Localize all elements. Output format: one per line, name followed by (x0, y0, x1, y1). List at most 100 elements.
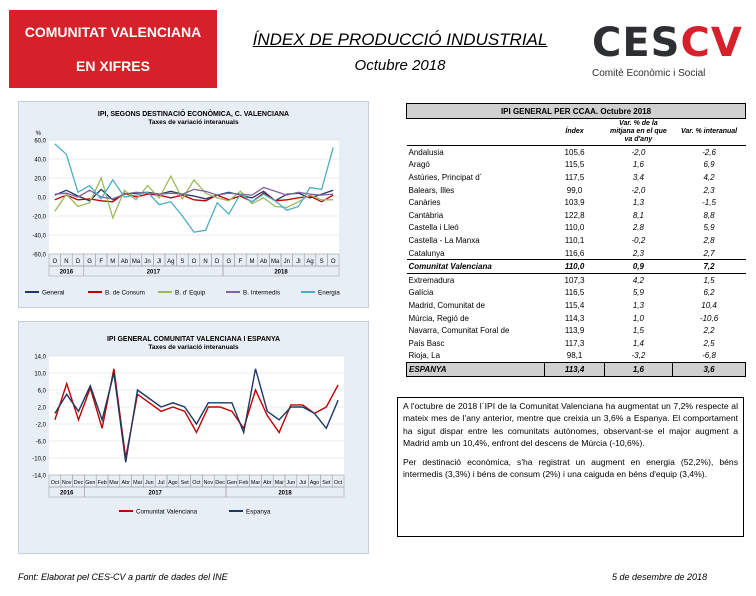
yoy-cell: 7,2 (672, 259, 746, 274)
yoy-cell: 3,6 (672, 362, 746, 377)
table-row: Canàries 103,9 1,3 -1,5 (407, 196, 746, 209)
table-header-ytd: Var. % de la mitjana en el que va d'any (604, 118, 673, 146)
index-cell: 114,3 (564, 313, 585, 323)
table-row: País Basc 117,3 1,4 2,5 (407, 337, 746, 350)
chart-2-title: IPI GENERAL COMUNITAT VALENCIANA I ESPAN… (106, 336, 281, 343)
chart-2-subtitle: Taxes de variació interanuals (148, 344, 239, 351)
x-tick-label: N (203, 259, 207, 265)
table-row: ESPANYA 113,4 1,6 3,6 (405, 362, 746, 377)
y-tick-label: 60,0 (34, 139, 46, 145)
year-label: 2018 (278, 491, 292, 497)
y-tick-label: 10,0 (34, 372, 46, 378)
x-tick-label: G (226, 259, 231, 265)
region-cell: Múrcia, Regió de (408, 313, 469, 323)
table-header-row: Índex Var. % de la mitjana en el que va … (406, 118, 746, 146)
y-tick-label: -6,0 (36, 440, 47, 446)
x-tick-label: Ago (168, 480, 178, 486)
x-tick-label: Feb (97, 480, 106, 486)
year-label: 2018 (274, 270, 288, 276)
index-cell: 98,1 (566, 351, 583, 361)
logo-text: CESCV (592, 20, 743, 66)
ytd-cell: 3,4 (632, 172, 644, 182)
region-cell: Comunitat Valenciana (406, 259, 545, 274)
x-tick-label: Dec (74, 480, 84, 486)
badge-line-2: EN XIFRES (76, 58, 150, 74)
ytd-cell: 4,2 (632, 275, 644, 285)
yoy-cell: -1,5 (702, 198, 716, 208)
table-row: Balears, Illes 99,0 -2,0 2,3 (407, 184, 746, 197)
y-tick-label: -20,0 (32, 215, 46, 221)
x-tick-label: Jun (287, 480, 296, 486)
yoy-cell: 6,2 (703, 288, 715, 298)
x-tick-label: Ago (310, 480, 320, 486)
plot-area (49, 356, 344, 475)
table-row: Cantàbria 122,8 8,1 8,8 (407, 209, 746, 222)
index-cell: 110,0 (544, 259, 605, 274)
yoy-cell: 8,8 (703, 210, 715, 220)
table-row: Extremadura 107,3 4,2 1,5 (407, 273, 746, 286)
y-tick-label: 14,0 (34, 355, 46, 361)
logo-main: CES (592, 20, 681, 66)
yoy-cell: 2,8 (703, 235, 715, 245)
ytd-cell: 1,5 (632, 326, 644, 336)
x-tick-label: O (52, 259, 57, 265)
chart-1-subtitle: Taxes de variació interanuals (148, 119, 239, 126)
x-tick-label: Ab (260, 259, 268, 265)
x-tick-label: Dec (215, 480, 225, 486)
chart-1-svg: 60,040,020,00,0-20,0-40,0-60,0%O N D G F M Ab M… (25, 131, 340, 297)
x-tick-label: D (215, 259, 220, 265)
index-cell: 117,5 (564, 172, 585, 182)
x-tick-label: Ag (167, 259, 174, 265)
region-cell: Balears, Illes (408, 185, 455, 195)
x-tick-label: Abr (122, 480, 131, 486)
yoy-cell: -2,6 (702, 147, 716, 157)
region-cell: Castella - La Manxa (408, 235, 480, 245)
x-tick-label: Ab (121, 259, 129, 265)
region-cell: Canàries (408, 198, 441, 208)
x-tick-label: M (250, 259, 255, 265)
x-tick-label: Gen (85, 480, 95, 486)
yoy-cell: 10,4 (701, 300, 717, 310)
x-tick-label: Feb (239, 480, 248, 486)
x-tick-label: F (99, 259, 103, 265)
footer-date: 5 de desembre de 2018 (612, 572, 708, 582)
x-tick-label: Jun (145, 480, 154, 486)
yoy-cell: 2,2 (703, 326, 715, 336)
header-badge: COMUNITAT VALENCIANA EN XIFRES (9, 10, 217, 88)
legend-label: Espanya (246, 509, 271, 516)
ytd-cell: 1,6 (603, 362, 674, 377)
yoy-cell: -10,6 (699, 313, 719, 323)
yoy-cell: 5,9 (703, 223, 715, 233)
region-cell: Rioja, La (408, 351, 441, 361)
y-tick-label: -10,0 (32, 457, 46, 463)
index-cell: 122,8 (564, 210, 585, 220)
x-tick-label: Ag (306, 259, 313, 265)
index-cell: 110,0 (564, 223, 585, 233)
x-tick-label: Abr (263, 480, 272, 486)
x-tick-label: O (331, 259, 336, 265)
index-cell: 107,3 (564, 275, 585, 285)
index-cell: 115,5 (564, 160, 585, 170)
ytd-cell: 2,3 (632, 248, 644, 258)
ytd-cell: -3,2 (631, 351, 646, 361)
y-tick-label: 40,0 (34, 158, 46, 164)
legend-label: B. de Consum (105, 290, 145, 297)
table-row: Andalusia 105,6 -2,0 -2,6 (407, 146, 746, 159)
table-row: Galícia 116,5 5,9 6,2 (407, 287, 746, 300)
x-tick-label: Mar (251, 480, 260, 486)
table-row: Comunitat Valenciana 110,0 0,9 7,2 (406, 259, 746, 274)
x-tick-label: Set (322, 480, 331, 486)
ccaa-table: IPI GENERAL PER CCAA. Octubre 2018 Índex… (405, 103, 746, 377)
index-cell: 113,4 (544, 362, 605, 377)
chart-1-title: IPI, SEGONS DESTINACIÓ ECONÒMICA, C. VAL… (97, 111, 290, 118)
table-title: IPI GENERAL PER CCAA. Octubre 2018 (406, 103, 746, 119)
year-label: 2016 (60, 491, 74, 497)
table-row: Navarra, Comunitat Foral de 113,9 1,5 2,2 (407, 324, 746, 337)
logo-subtitle: Comitè Econòmic i Social (592, 68, 706, 79)
x-tick-label: Nov (62, 480, 72, 486)
x-tick-label: Nov (204, 480, 214, 486)
year-label: 2017 (147, 270, 161, 276)
x-tick-label: G (87, 259, 92, 265)
yoy-cell: 2,3 (703, 185, 715, 195)
